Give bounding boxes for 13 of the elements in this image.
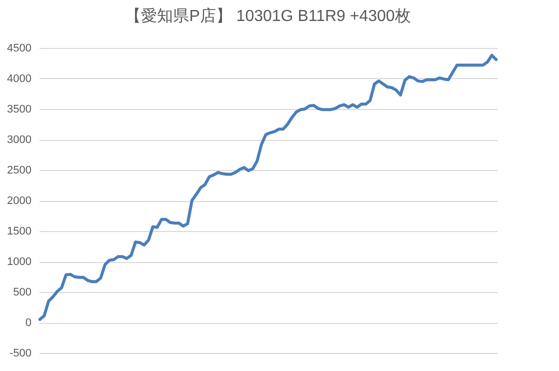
y-tick-label: -500: [9, 348, 32, 360]
y-tick-label: 2000: [7, 195, 32, 207]
y-tick-label: 0: [25, 317, 32, 329]
y-tick-label: 500: [13, 286, 32, 298]
y-tick-label: 3500: [7, 104, 32, 116]
y-tick-label: 2500: [7, 164, 32, 176]
y-tick-label: 3000: [7, 134, 32, 146]
y-tick-label: 1500: [7, 226, 32, 238]
chart-title: 【愛知県P店】 10301G B11R9 +4300枚: [125, 7, 411, 25]
y-tick-label: 4500: [7, 42, 32, 54]
y-tick-label: 1000: [7, 256, 32, 268]
y-tick-label: 4000: [7, 73, 32, 85]
line-series: [38, 54, 498, 321]
